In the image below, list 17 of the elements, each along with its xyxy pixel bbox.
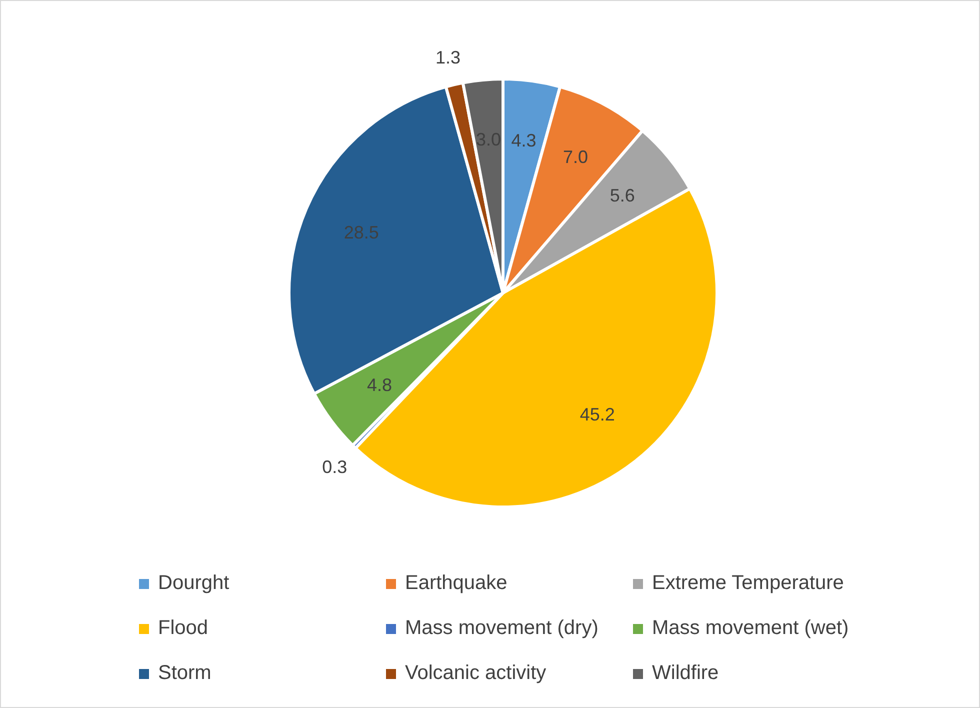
data-label: 4.3 [511, 130, 536, 150]
legend-label: Extreme Temperature [652, 572, 844, 595]
legend-label: Wildfire [652, 662, 719, 685]
data-label: 4.8 [366, 375, 392, 396]
legend-label: Mass movement (dry) [405, 617, 598, 640]
legend-label: Dourght [158, 572, 230, 595]
data-label: 28.5 [344, 222, 379, 242]
data-label: 0.3 [322, 456, 348, 477]
legend-label: Flood [158, 617, 208, 640]
data-label: 1.3 [435, 47, 460, 68]
data-label: 45.2 [580, 404, 615, 425]
data-label: 7.0 [563, 147, 588, 168]
legend-label: Storm [158, 662, 212, 685]
legend-label: Mass movement (wet) [652, 617, 849, 640]
legend-label: Volcanic activity [405, 662, 546, 685]
legend-label: Earthquake [405, 572, 508, 595]
data-label: 5.6 [610, 186, 635, 206]
